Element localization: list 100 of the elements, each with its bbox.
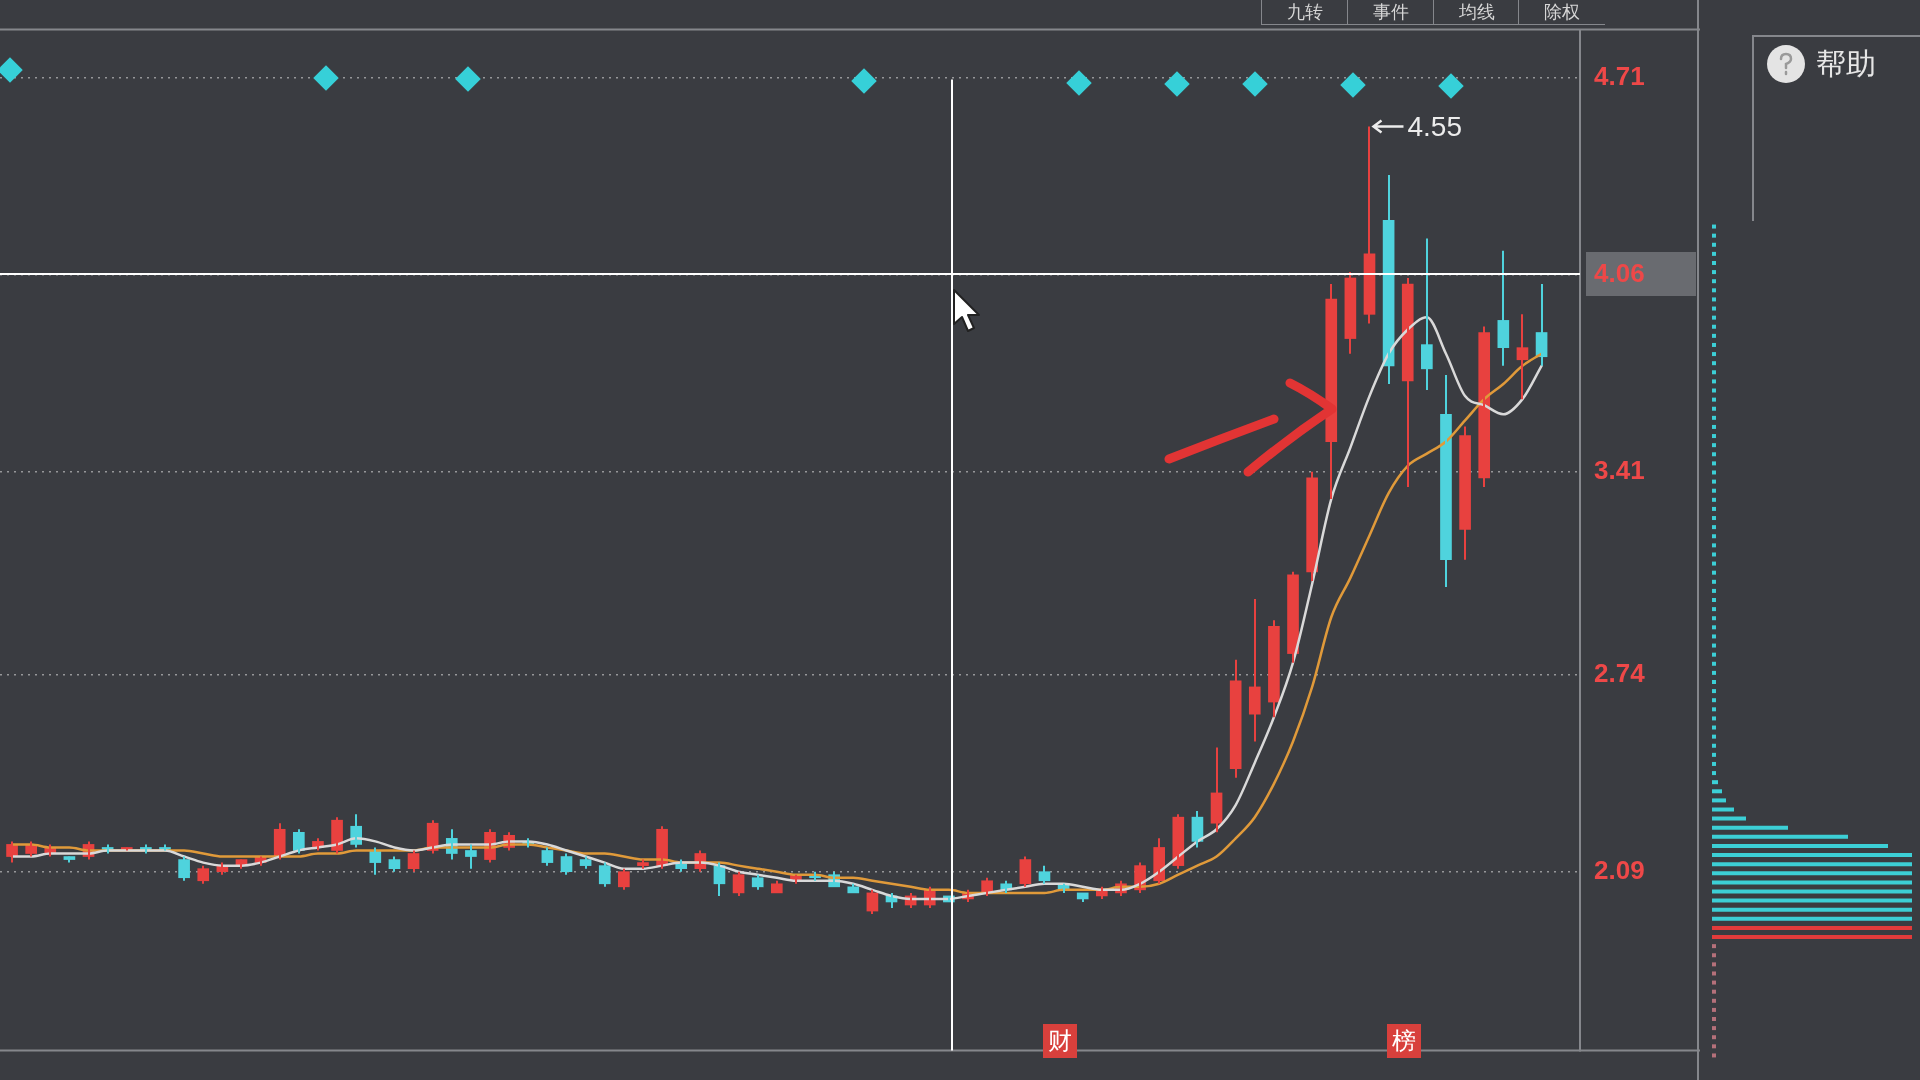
bar [1712,333,1716,338]
bar [1712,388,1716,393]
bar [1712,1017,1716,1022]
bar [1712,834,1848,839]
bar [1712,552,1716,557]
bar [1712,607,1716,612]
bar [1712,516,1716,521]
bar [1712,752,1716,757]
bar [1712,1044,1716,1049]
annotation: 榜 [1387,1024,1421,1058]
text: 事件 [1347,0,1434,25]
bar [1712,962,1716,967]
bar [1712,989,1716,994]
bar [1712,634,1716,639]
bar [1712,443,1716,448]
bar [1712,698,1716,703]
bar [1712,871,1912,876]
bar [1712,534,1716,539]
bar [1712,525,1716,530]
bar [1712,771,1716,776]
bar [1712,570,1716,575]
y-tick-label: 2.09 [1594,854,1645,885]
bar [1712,260,1716,265]
y-tick-label: 4.71 [1594,61,1645,92]
bar [1712,971,1716,976]
bar [1712,953,1716,958]
bar [1712,342,1716,347]
text: 九转 [1261,0,1348,25]
bar [1712,689,1716,694]
bar [1712,452,1716,457]
bar [1712,880,1912,885]
bar [1712,397,1716,402]
bar [1712,598,1716,603]
bar [1712,288,1716,293]
bar [1712,916,1912,921]
bar [1712,224,1716,229]
bar [1712,506,1716,511]
annotation: 4.55 [1407,109,1462,144]
bar [1712,361,1716,366]
bar [1712,324,1716,329]
y-tick-label: 2.74 [1594,657,1646,688]
bar [1712,980,1716,985]
bar [1712,670,1716,675]
bar [1712,543,1716,548]
bar [1712,315,1716,320]
bar [1712,907,1912,912]
text: 除权 [1518,0,1605,25]
bar [1712,889,1912,894]
y-tick-label: 4.06 [1594,258,1645,289]
bar [1712,297,1716,302]
bar [1712,415,1716,420]
bar [1712,242,1716,247]
bar [1712,843,1888,848]
annotation: 财 [1043,1024,1077,1058]
bar [1712,352,1716,357]
bar [1712,734,1716,739]
bar [1712,616,1716,621]
bar [1712,406,1716,411]
bar [1712,807,1734,812]
bar [1712,1035,1716,1040]
bar [1712,497,1716,502]
text: 帮助 [1816,46,1876,82]
bar [1712,270,1716,275]
candlestick [465,843,477,870]
y-tick-label: 3.41 [1594,455,1645,486]
candlestick [637,858,649,870]
bar [1712,925,1912,930]
bar [1712,661,1716,666]
text: 均线 [1433,0,1520,25]
bar [1712,679,1716,684]
bar [1712,725,1716,730]
bar [1712,707,1716,712]
bar [1712,424,1716,429]
bar [1712,853,1912,858]
bar [1712,862,1912,867]
bar [1712,743,1716,748]
bar [1712,488,1716,493]
bar [1712,588,1716,593]
bar [1712,579,1716,584]
bar [1712,461,1716,466]
bar [1712,825,1788,830]
bar [1712,652,1716,657]
bar [1712,434,1716,439]
bar [1712,1007,1716,1012]
bar [1712,780,1718,785]
bar [1712,761,1716,766]
bar [1712,898,1912,903]
bar [1712,816,1746,821]
bar [1712,789,1722,794]
bar [1712,1053,1716,1058]
bar [1712,379,1716,384]
bar [1712,998,1716,1003]
bar [1712,251,1716,256]
bar [1712,625,1716,630]
bar [1712,944,1716,949]
bar [1712,935,1912,940]
bar [1712,370,1716,375]
bar [1712,470,1716,475]
bar [1712,716,1716,721]
bar [1712,643,1716,648]
